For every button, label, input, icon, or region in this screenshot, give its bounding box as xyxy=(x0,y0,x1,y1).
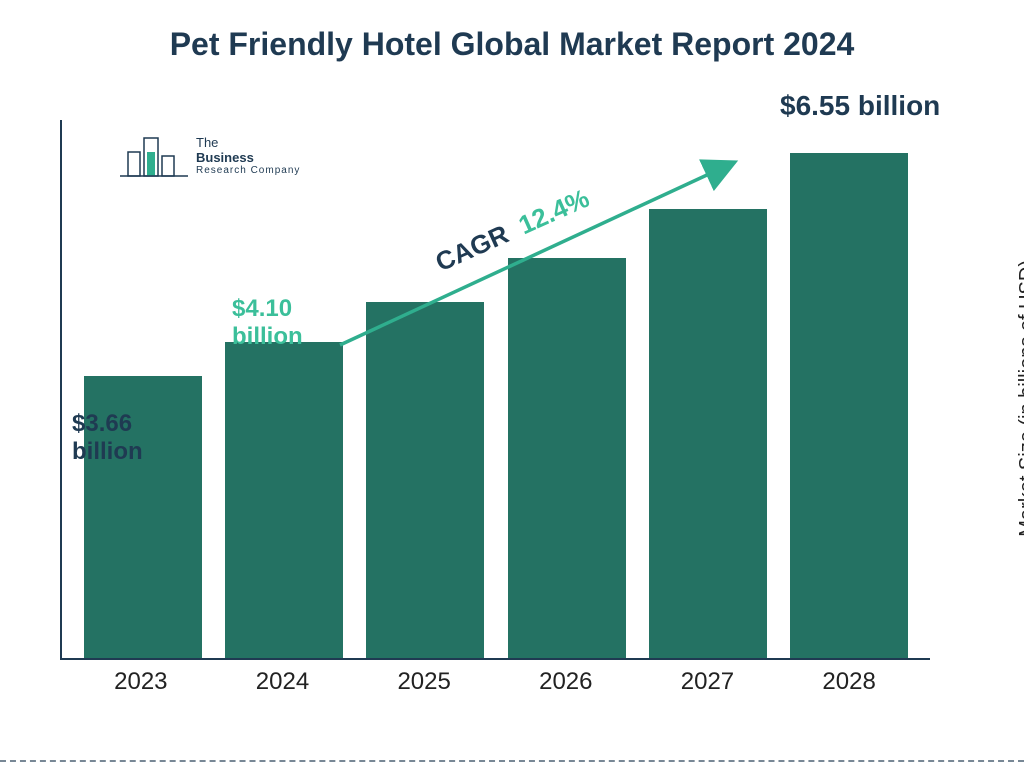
chart-area: 202320242025202620272028 $3.66 billion $… xyxy=(60,120,940,690)
callout-2028: $6.55 billion xyxy=(780,90,940,122)
chart-title: Pet Friendly Hotel Global Market Report … xyxy=(0,0,1024,74)
bar xyxy=(225,342,343,658)
x-axis-labels: 2023 2024 2025 2026 2027 2028 xyxy=(60,668,930,696)
footer-divider xyxy=(0,760,1024,762)
callout-2023: $3.66 billion xyxy=(72,410,182,465)
bar-slot xyxy=(224,342,344,658)
cagr-arrow xyxy=(330,150,750,360)
bar xyxy=(790,153,908,658)
x-tick-label: 2023 xyxy=(81,668,201,696)
x-tick-label: 2028 xyxy=(789,668,909,696)
y-axis-label: Market Size (in billions of USD) xyxy=(1016,260,1024,537)
x-tick-label: 2025 xyxy=(364,668,484,696)
x-tick-label: 2026 xyxy=(506,668,626,696)
x-tick-label: 2027 xyxy=(647,668,767,696)
callout-2024: $4.10 billion xyxy=(232,295,342,350)
bar-slot xyxy=(789,153,909,658)
x-tick-label: 2024 xyxy=(222,668,342,696)
